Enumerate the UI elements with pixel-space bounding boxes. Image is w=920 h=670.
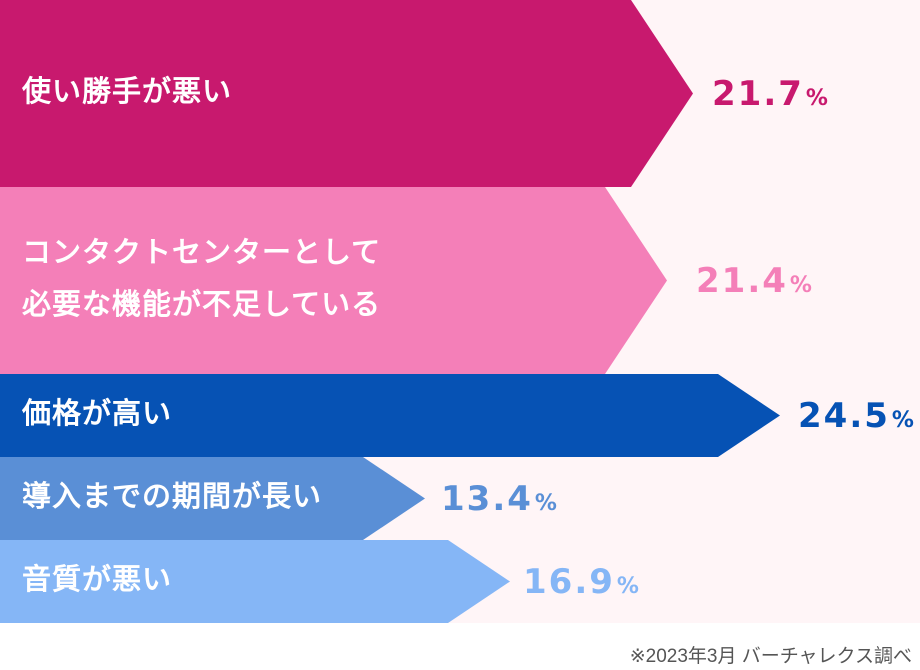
value-number: 24.5 [798, 395, 890, 436]
value-unit: % [616, 573, 639, 599]
bar [0, 187, 667, 374]
value-unit: % [891, 407, 914, 433]
value-label: 13.4% [441, 479, 557, 519]
category-label-line: 音質が悪い [22, 561, 173, 596]
value-number: 21.4 [696, 260, 788, 301]
value-unit: % [805, 85, 828, 111]
value-label: 21.7% [712, 74, 828, 114]
value-label: 21.4% [696, 261, 812, 301]
bar [0, 0, 693, 187]
bar [0, 374, 780, 457]
category-label-line: コンタクトセンターとして [22, 234, 382, 269]
value-number: 16.9 [523, 561, 615, 602]
value-unit: % [789, 272, 812, 298]
category-label: 価格が高い [22, 387, 172, 439]
source-note: ※2023年3月 バーチャレクス調べ [629, 646, 912, 667]
value-number: 13.4 [441, 478, 533, 519]
category-label: コンタクトセンターとして 必要な機能が不足している [22, 226, 381, 330]
category-label-line: 導入までの期間が長い [22, 478, 323, 513]
category-label-line: 価格が高い [22, 395, 173, 430]
category-label-line: 必要な機能が不足している [22, 286, 382, 321]
category-label: 音質が悪い [22, 553, 172, 605]
category-label-line: 使い勝手が悪い [22, 73, 233, 108]
value-number: 21.7 [712, 73, 804, 114]
value-unit: % [534, 490, 557, 516]
category-label: 使い勝手が悪い [22, 65, 232, 117]
bar [0, 457, 425, 540]
value-label: 16.9% [523, 562, 639, 602]
value-label: 24.5% [798, 396, 914, 436]
category-label: 導入までの期間が長い [22, 470, 322, 522]
bar [0, 540, 510, 623]
